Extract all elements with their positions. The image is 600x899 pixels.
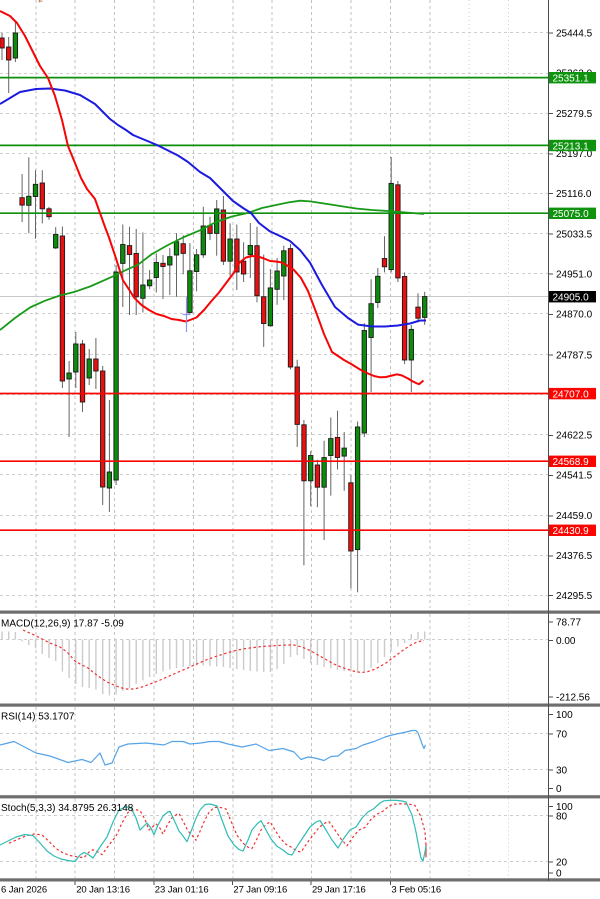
svg-text:20 Jan 13:16: 20 Jan 13:16 [76, 885, 130, 896]
svg-text:RSI(14) 53.1707: RSI(14) 53.1707 [1, 712, 75, 723]
svg-text:20: 20 [556, 857, 568, 868]
svg-text:6 Jan 2026: 6 Jan 2026 [1, 885, 47, 896]
svg-text:3 Feb 05:16: 3 Feb 05:16 [391, 885, 441, 896]
svg-text:25116.0: 25116.0 [556, 189, 592, 200]
svg-text:24905.0: 24905.0 [553, 293, 590, 304]
svg-text:25213.1: 25213.1 [553, 141, 590, 152]
svg-text:24295.5: 24295.5 [556, 591, 593, 602]
svg-text:25033.5: 25033.5 [556, 229, 593, 240]
svg-text:0: 0 [556, 868, 562, 879]
svg-text:25279.5: 25279.5 [556, 109, 593, 120]
svg-text:24376.5: 24376.5 [556, 551, 593, 562]
svg-text:0.00: 0.00 [556, 636, 576, 647]
svg-text:24430.9: 24430.9 [553, 526, 590, 537]
svg-text:30: 30 [556, 765, 568, 776]
svg-text:24951.0: 24951.0 [556, 269, 593, 280]
svg-text:24787.5: 24787.5 [556, 350, 593, 361]
svg-text:23 Jan 01:16: 23 Jan 01:16 [155, 885, 209, 896]
svg-text:0: 0 [556, 784, 562, 795]
svg-text:25197.0: 25197.0 [556, 149, 593, 160]
svg-text:70: 70 [556, 729, 568, 740]
svg-text:27 Jan 09:16: 27 Jan 09:16 [233, 885, 287, 896]
svg-text:MACD(12,26,9) 17.87 -5.09: MACD(12,26,9) 17.87 -5.09 [1, 619, 124, 630]
svg-text:29 Jan 17:16: 29 Jan 17:16 [312, 885, 366, 896]
svg-text:24707.0: 24707.0 [553, 389, 590, 400]
svg-text:100: 100 [556, 802, 573, 813]
svg-text:-212.56: -212.56 [556, 693, 590, 704]
svg-text:24622.5: 24622.5 [556, 431, 593, 442]
svg-text:24459.0: 24459.0 [556, 511, 593, 522]
svg-text:25351.1: 25351.1 [553, 74, 590, 85]
svg-text:Stoch(5,3,3) 34.8795 26.3148: Stoch(5,3,3) 34.8795 26.3148 [1, 803, 134, 814]
svg-text:24870.0: 24870.0 [556, 310, 593, 321]
svg-text:25075.0: 25075.0 [553, 209, 590, 220]
svg-text:100: 100 [556, 710, 573, 721]
svg-text:25444.5: 25444.5 [556, 29, 593, 40]
svg-text:24541.5: 24541.5 [556, 471, 593, 482]
svg-text:78.77: 78.77 [556, 618, 581, 629]
svg-text:24568.9: 24568.9 [553, 457, 590, 468]
svg-text:80: 80 [556, 811, 568, 822]
